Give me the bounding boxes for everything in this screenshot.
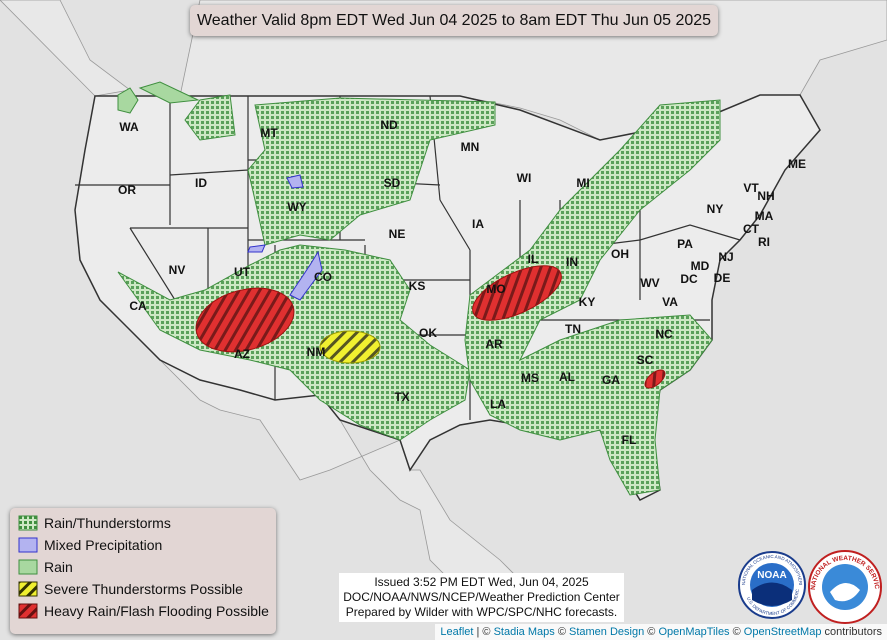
- state-label: TN: [565, 322, 581, 336]
- state-label: OR: [118, 183, 136, 197]
- state-label: SC: [637, 353, 654, 367]
- state-label: TX: [394, 390, 409, 404]
- legend-swatch: [18, 559, 38, 575]
- state-label: ME: [788, 157, 806, 171]
- swatch: [18, 515, 38, 531]
- legend-item: Rain: [18, 556, 276, 578]
- state-label: IA: [472, 217, 484, 231]
- state-label: GA: [602, 373, 620, 387]
- state-label: FL: [622, 433, 637, 447]
- state-label: WI: [517, 171, 532, 185]
- attribution: Leaflet | © Stadia Maps © Stamen Design …: [435, 624, 887, 640]
- attribution-link[interactable]: Stamen Design: [568, 626, 645, 638]
- state-label: OH: [611, 247, 629, 261]
- issued-line: Prepared by Wilder with WPC/SPC/NHC fore…: [345, 605, 618, 619]
- state-label: AZ: [234, 347, 250, 361]
- state-label: NC: [655, 327, 673, 341]
- state-label: MA: [755, 209, 774, 223]
- attribution-text: | ©: [476, 626, 491, 638]
- state-label: KY: [579, 295, 596, 309]
- state-label: NV: [169, 263, 186, 277]
- state-label: WV: [640, 276, 659, 290]
- swatch: [18, 537, 38, 553]
- state-label: MS: [521, 371, 539, 385]
- state-label: PA: [677, 237, 693, 251]
- legend-item: Mixed Precipitation: [18, 534, 276, 556]
- legend-swatch: [18, 581, 38, 597]
- state-label: AR: [485, 337, 503, 351]
- legend-label: Severe Thunderstorms Possible: [44, 581, 243, 597]
- state-label: CT: [743, 222, 760, 236]
- legend-label: Heavy Rain/Flash Flooding Possible: [44, 603, 269, 619]
- attribution-link[interactable]: Leaflet: [440, 626, 474, 638]
- state-label: NY: [707, 202, 724, 216]
- attribution-text: ©: [732, 626, 741, 638]
- state-label: UT: [234, 265, 251, 279]
- noaa-text: NOAA: [757, 570, 786, 581]
- state-label: MN: [461, 140, 480, 154]
- swatch: [18, 603, 38, 619]
- legend-label: Rain/Thunderstorms: [44, 515, 171, 531]
- legend: Rain/Thunderstorms Mixed Precipitation Rai…: [10, 508, 276, 634]
- state-label: KS: [409, 279, 426, 293]
- state-label: DE: [714, 271, 731, 285]
- state-label: NH: [757, 189, 774, 203]
- state-label: NM: [307, 345, 326, 359]
- state-label: AL: [559, 370, 575, 384]
- state-label: SD: [384, 176, 401, 190]
- issued-line: Issued 3:52 PM EDT Wed, Jun 04, 2025: [374, 575, 589, 589]
- state-label: MD: [691, 259, 710, 273]
- state-label: MT: [260, 126, 278, 140]
- state-label: IL: [528, 252, 539, 266]
- legend-item: Severe Thunderstorms Possible: [18, 578, 276, 600]
- issued-line: DOC/NOAA/NWS/NCEP/Weather Prediction Cen…: [343, 590, 620, 604]
- swatch: [18, 581, 38, 597]
- state-label: NJ: [718, 250, 733, 264]
- attribution-link[interactable]: OpenMapTiles: [658, 626, 730, 638]
- state-label: LA: [490, 397, 506, 411]
- state-label: ID: [195, 176, 207, 190]
- legend-item: Heavy Rain/Flash Flooding Possible: [18, 600, 276, 622]
- forecast-areas: [117, 81, 721, 496]
- attribution-text: ©: [647, 626, 656, 638]
- state-label: CO: [314, 270, 332, 284]
- state-label: OK: [419, 326, 437, 340]
- state-label: WY: [287, 200, 306, 214]
- state-label: DC: [680, 272, 698, 286]
- state-label: CA: [129, 299, 147, 313]
- state-label: NE: [389, 227, 406, 241]
- attribution-text: contributors: [824, 626, 882, 638]
- state-label: VA: [662, 295, 678, 309]
- legend-swatch: [18, 515, 38, 531]
- swatch: [18, 559, 38, 575]
- legend-label: Mixed Precipitation: [44, 537, 163, 553]
- state-label: MO: [486, 282, 505, 296]
- state-label: IN: [566, 255, 578, 269]
- title: Weather Valid 8pm EDT Wed Jun 04 2025 to…: [190, 5, 718, 36]
- attribution-link[interactable]: OpenStreetMap: [743, 626, 822, 638]
- attribution-text: ©: [557, 626, 566, 638]
- legend-label: Rain: [44, 559, 73, 575]
- issued-box: Issued 3:52 PM EDT Wed, Jun 04, 2025 DOC/…: [339, 573, 624, 622]
- state-label: WA: [119, 120, 139, 134]
- state-label: ND: [380, 118, 398, 132]
- legend-item: Rain/Thunderstorms: [18, 512, 276, 534]
- state-label: RI: [758, 235, 770, 249]
- attribution-link[interactable]: Stadia Maps: [493, 626, 555, 638]
- legend-swatch: [18, 603, 38, 619]
- state-label: VT: [743, 181, 759, 195]
- legend-swatch: [18, 537, 38, 553]
- state-label: MI: [576, 176, 589, 190]
